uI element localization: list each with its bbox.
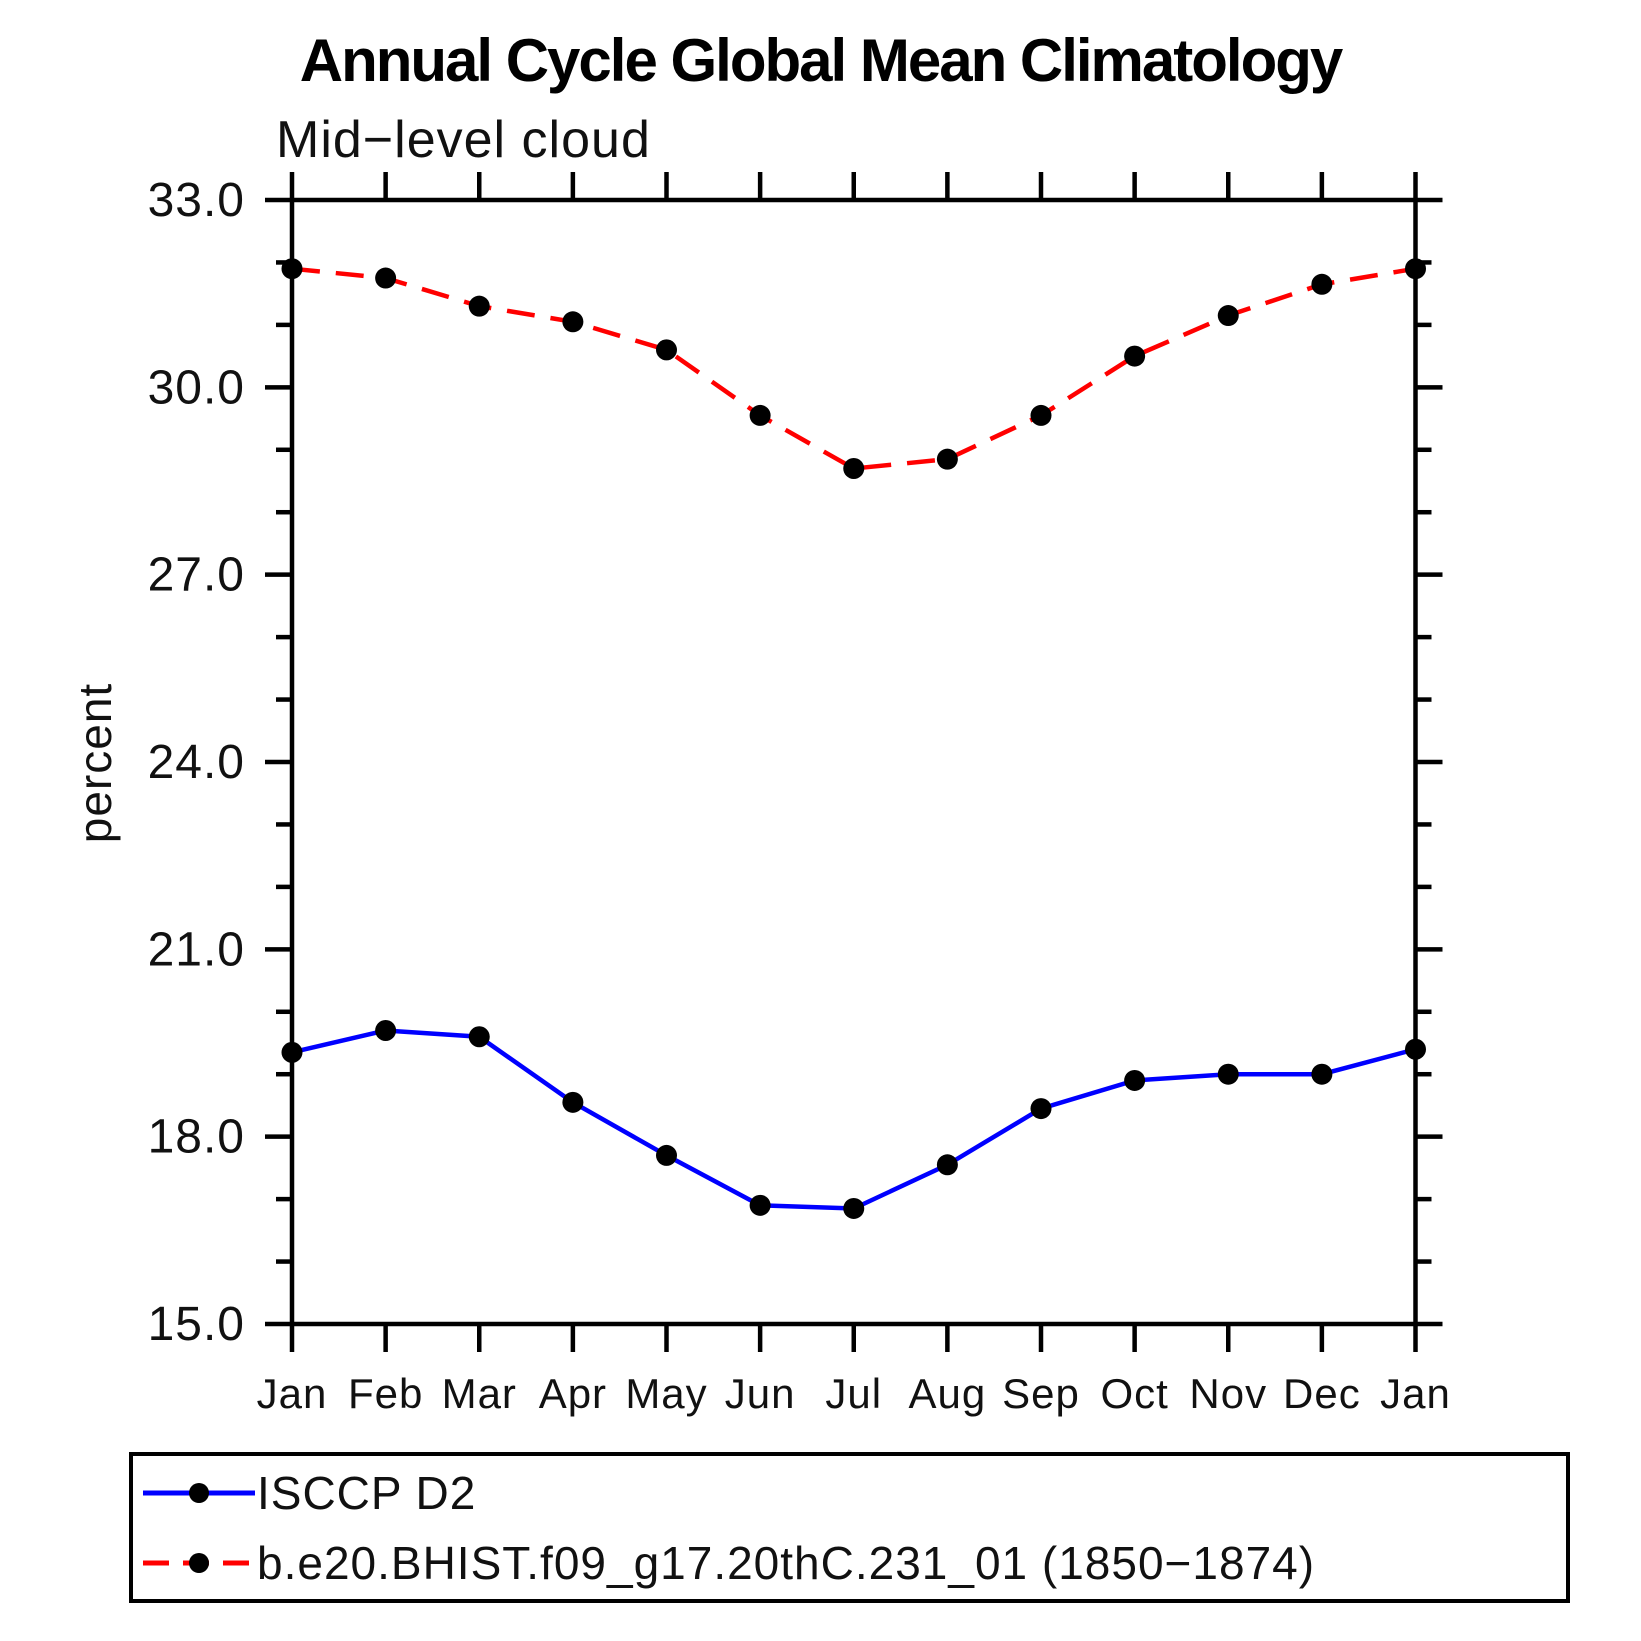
x-tick-label: Jul: [825, 1370, 882, 1417]
data-point-marker: [936, 1154, 958, 1176]
x-tick-label: Dec: [1283, 1370, 1361, 1417]
x-tick-label: Aug: [909, 1370, 987, 1417]
data-point-marker: [468, 1026, 490, 1048]
data-point-marker: [281, 258, 303, 280]
series-markers: [281, 258, 1426, 480]
y-axis: 15.0 18.0 21.0 24.0 27.0 30.0 33.0: [148, 174, 1443, 1351]
x-tick-label: Jan: [257, 1370, 328, 1417]
data-point-marker: [749, 404, 771, 426]
data-point-marker: [468, 295, 490, 317]
data-point-marker: [1405, 1038, 1426, 1060]
legend-marker-icon: [189, 1482, 209, 1503]
x-tick-label: Apr: [539, 1370, 607, 1417]
y-tick-label: 18.0: [148, 1111, 245, 1164]
y-tick-label: 21.0: [148, 923, 245, 976]
data-point-marker: [1405, 258, 1426, 280]
legend-marker-icon: [189, 1552, 209, 1573]
data-point-marker: [375, 267, 397, 289]
y-tick-label: 30.0: [148, 361, 245, 414]
y-tick-label: 24.0: [148, 736, 245, 789]
data-point-marker: [1311, 273, 1333, 295]
data-point-marker: [749, 1194, 771, 1216]
data-point-marker: [656, 1144, 677, 1166]
data-point-marker: [281, 1041, 303, 1063]
data-point-marker: [843, 1197, 865, 1219]
x-tick-label: Jun: [725, 1370, 796, 1417]
legend-line-sample-dashed: [143, 1552, 255, 1573]
data-point-marker: [656, 339, 677, 361]
data-point-marker: [1030, 1098, 1052, 1120]
data-point-marker: [1311, 1063, 1333, 1085]
x-tick-label: Feb: [348, 1370, 423, 1417]
y-tick-label: 15.0: [148, 1298, 245, 1351]
x-tick-label: Sep: [1002, 1370, 1080, 1417]
x-tick-label: Jan: [1380, 1370, 1451, 1417]
legend-line-sample-solid: [143, 1482, 255, 1503]
plot-frame: [289, 197, 1418, 1327]
series-markers: [281, 1020, 1426, 1219]
legend-row-isccp: ISCCP D2: [141, 1461, 1566, 1525]
data-point-marker: [562, 311, 584, 333]
data-point-marker: [1217, 305, 1239, 327]
series-line-solid: [291, 1028, 1417, 1211]
data-point-marker: [843, 458, 865, 480]
x-tick-label: Mar: [442, 1370, 517, 1417]
data-point-marker: [562, 1091, 584, 1113]
x-tick-label: Nov: [1189, 1370, 1267, 1417]
data-point-marker: [1124, 1069, 1146, 1091]
legend-label: b.e20.BHIST.f09_g17.20thC.231_01 (1850−1…: [257, 1536, 1316, 1589]
series-line-dashed: [291, 266, 1416, 471]
x-tick-label: May: [625, 1370, 707, 1417]
chart-subtitle: Mid−level cloud: [276, 111, 651, 169]
chart-title: Annual Cycle Global Mean Climatology: [299, 27, 1344, 94]
y-tick-label: 27.0: [148, 549, 245, 602]
data-point-marker: [1217, 1063, 1239, 1085]
data-point-marker: [375, 1020, 397, 1042]
y-tick-label: 33.0: [148, 174, 245, 227]
data-point-marker: [1030, 404, 1052, 426]
x-tick-label: Oct: [1100, 1370, 1168, 1417]
x-axis: Jan Feb Mar Apr May Jun Jul Aug Sep Oct Nov Dec Jan: [257, 172, 1451, 1417]
legend-label: ISCCP D2: [257, 1466, 477, 1519]
legend-row-model: b.e20.BHIST.f09_g17.20thC.231_01 (1850−1…: [141, 1531, 1566, 1595]
legend: ISCCP D2 b.e20.BHIST.f09_g17.20thC.231_0…: [129, 1452, 1570, 1603]
data-point-marker: [936, 448, 958, 470]
data-point-marker: [1124, 345, 1146, 367]
